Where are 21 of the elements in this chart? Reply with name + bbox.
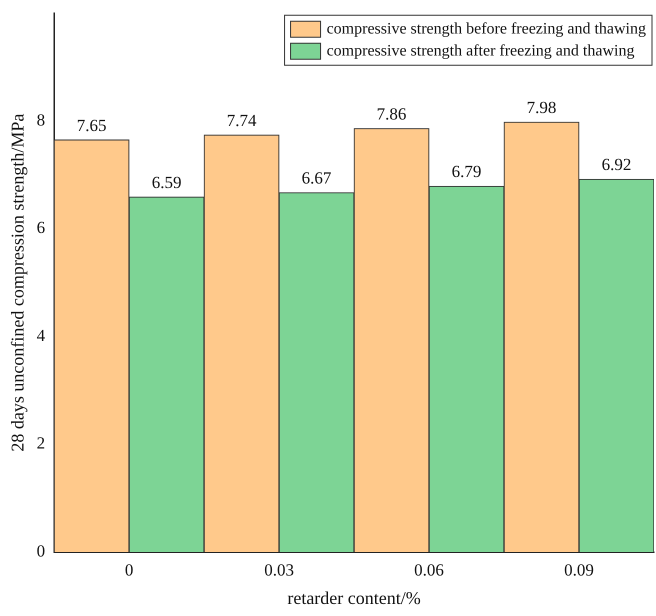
data-label: 7.98 — [526, 98, 556, 118]
x-tick-label: 0 — [124, 560, 134, 580]
legend-label: compressive strength after freezing and thawing — [326, 42, 634, 60]
y-tick-label: 6 — [36, 218, 46, 238]
y-tick-label: 2 — [36, 434, 46, 453]
x-tick-label: 0.09 — [564, 560, 594, 580]
data-label: 7.65 — [76, 116, 106, 135]
data-label: 6.79 — [452, 162, 482, 182]
y-axis-title: 28 days unconfined compression strength/MPa — [8, 114, 28, 452]
data-label: 6.59 — [152, 172, 182, 192]
legend-label: compressive strength before freezing and thawing — [326, 20, 646, 38]
x-axis-title: retarder content/% — [287, 588, 421, 608]
y-tick-label: 8 — [36, 110, 46, 130]
x-tick-label: 0.06 — [414, 560, 444, 580]
x-tick-label: 0.03 — [264, 560, 294, 580]
data-label: 7.86 — [376, 104, 406, 124]
data-label: 6.92 — [602, 155, 632, 174]
y-tick-label: 0 — [36, 541, 46, 560]
data-label: 7.74 — [226, 110, 257, 130]
y-tick-label: 4 — [36, 326, 46, 345]
data-label: 6.67 — [302, 168, 332, 188]
